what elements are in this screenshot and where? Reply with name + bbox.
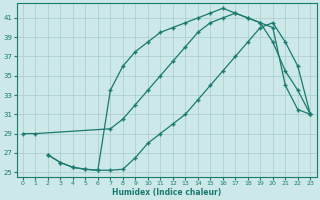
- X-axis label: Humidex (Indice chaleur): Humidex (Indice chaleur): [112, 188, 221, 197]
